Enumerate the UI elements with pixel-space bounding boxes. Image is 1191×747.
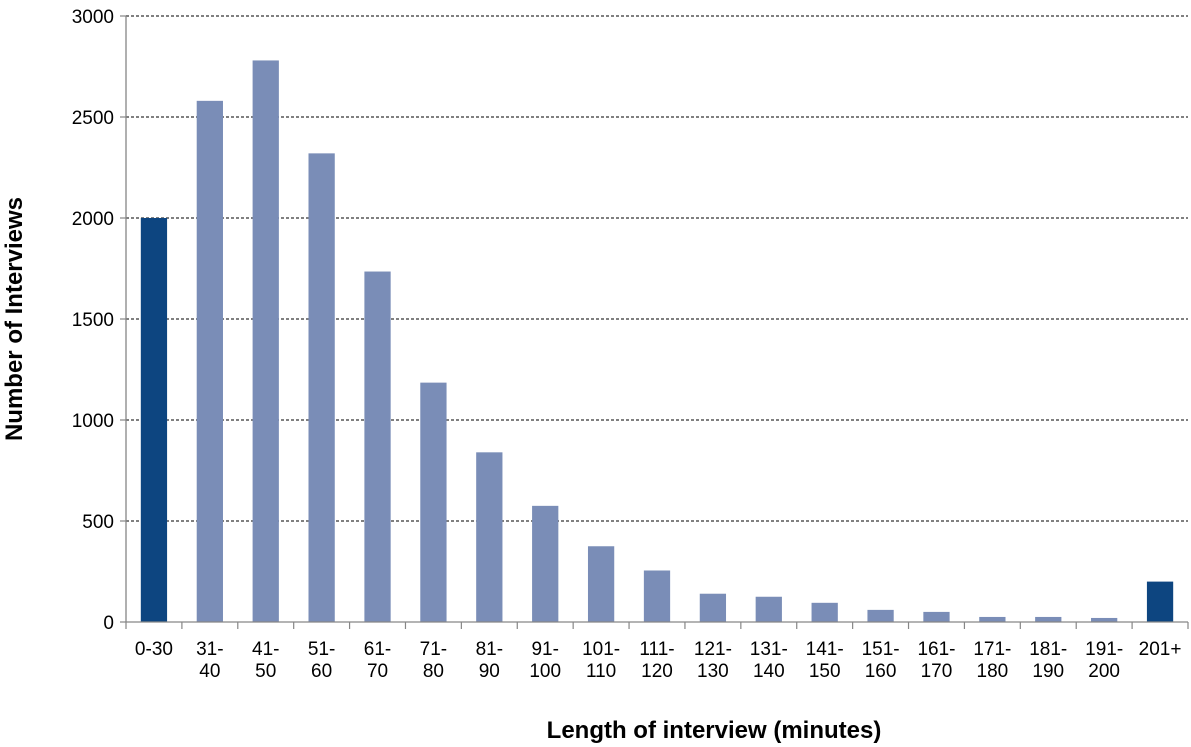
x-tick-label: 61-70 xyxy=(364,639,391,682)
x-tick-labels: 0-30 31-40 41-50 51-60 61-70 71-80 81-90 91-100… xyxy=(135,639,1182,682)
x-axis-title: Length of interview (minutes) xyxy=(547,717,882,744)
x-tick-label: 121-130 xyxy=(694,639,732,682)
y-tick-label: 0 xyxy=(103,613,114,634)
x-tick-label: 51-60 xyxy=(308,639,335,682)
x-tick-label: 171-180 xyxy=(973,639,1011,682)
x-tick-label: 111-120 xyxy=(639,639,674,682)
y-tick-label: 1500 xyxy=(72,310,114,331)
x-tick-label: 101-110 xyxy=(582,639,620,682)
y-tick-label: 2500 xyxy=(72,108,114,129)
bar xyxy=(1091,617,1118,622)
y-tick-label: 1000 xyxy=(72,411,114,432)
x-tick-label: 141-150 xyxy=(806,639,844,682)
bar xyxy=(420,382,447,622)
x-tick-label: 41-50 xyxy=(252,639,279,682)
x-tick-label: 31-40 xyxy=(196,639,223,682)
x-tick-label: 201+ xyxy=(1139,639,1182,660)
y-tick-label: 3000 xyxy=(72,7,114,28)
bars xyxy=(140,60,1174,623)
x-tick-label: 71-80 xyxy=(420,639,447,682)
bar xyxy=(252,60,279,622)
bar xyxy=(643,570,671,622)
bar xyxy=(923,611,950,622)
bar xyxy=(699,593,727,622)
x-tick-label: 91-100 xyxy=(529,639,561,682)
bar xyxy=(476,452,503,622)
bar xyxy=(979,616,1006,622)
x-tick-label: 0-30 xyxy=(135,639,173,660)
bar xyxy=(140,218,168,622)
x-tick-label: 161-170 xyxy=(917,639,955,682)
bar xyxy=(532,505,559,622)
bar xyxy=(867,609,894,622)
bar xyxy=(364,271,391,622)
bar xyxy=(1146,581,1174,622)
x-tick-label: 181-190 xyxy=(1029,639,1067,682)
x-tick-label: 131-140 xyxy=(750,639,788,682)
bar xyxy=(308,153,335,623)
y-tick-label: 2000 xyxy=(72,209,114,230)
y-tick-labels: 0 500 1000 1500 2000 2500 3000 xyxy=(72,7,114,634)
x-tick-label: 81-90 xyxy=(476,639,503,682)
grid-lines xyxy=(126,15,1188,522)
x-tick-label: 191-200 xyxy=(1085,639,1123,682)
y-axis-title: Number of Interviews xyxy=(1,197,28,441)
bar xyxy=(755,596,782,622)
bar xyxy=(811,602,838,622)
bar xyxy=(196,100,223,623)
bar xyxy=(1035,616,1062,622)
y-tick-label: 500 xyxy=(82,512,114,533)
axes xyxy=(120,15,1189,629)
x-tick-label: 151-160 xyxy=(862,639,900,682)
bar xyxy=(587,546,615,622)
